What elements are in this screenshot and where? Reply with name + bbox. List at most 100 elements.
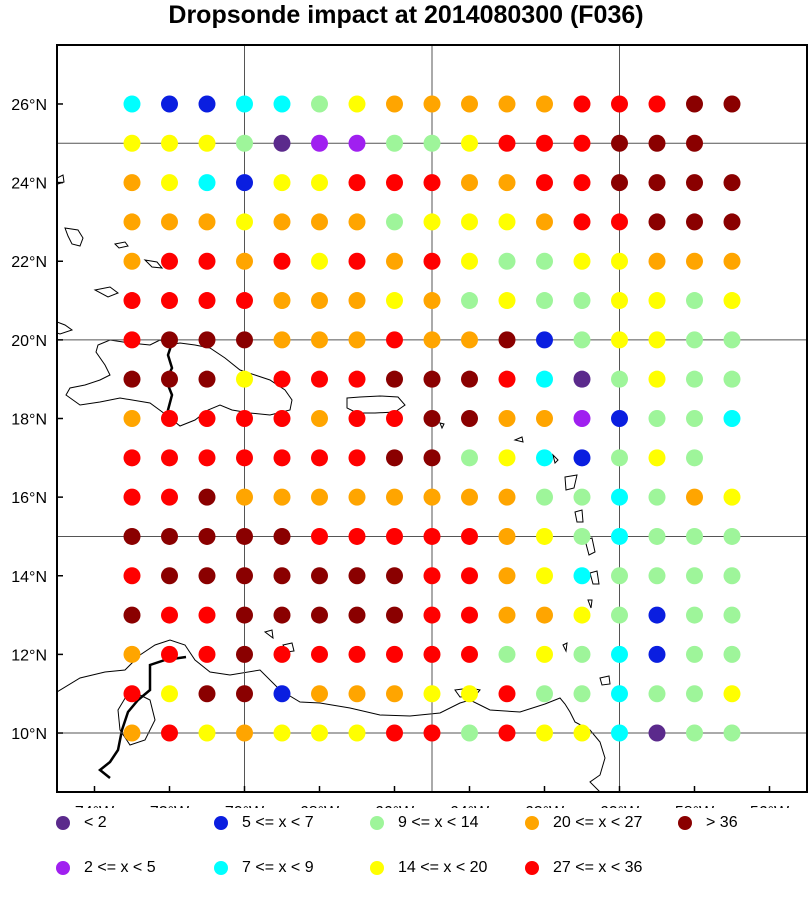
impact-point bbox=[348, 567, 366, 585]
impact-point bbox=[423, 95, 441, 113]
impact-point bbox=[611, 567, 628, 585]
coastline-cuba bbox=[57, 321, 74, 335]
impact-point bbox=[311, 449, 328, 467]
impact-point bbox=[161, 645, 178, 663]
impact-point bbox=[236, 606, 253, 624]
impact-point bbox=[723, 410, 741, 427]
lon-tick-label: 74°W bbox=[75, 804, 115, 808]
legend-swatch bbox=[214, 861, 228, 875]
impact-point bbox=[348, 645, 366, 663]
impact-point bbox=[536, 606, 553, 624]
impact-point bbox=[236, 724, 253, 742]
legend-label: 20 <= x < 27 bbox=[553, 814, 643, 831]
impact-point bbox=[648, 174, 666, 192]
impact-point bbox=[386, 527, 403, 545]
impact-point bbox=[236, 645, 253, 663]
impact-point bbox=[573, 174, 591, 192]
impact-point bbox=[236, 331, 253, 349]
impact-point bbox=[461, 410, 478, 427]
impact-point bbox=[386, 95, 403, 113]
impact-point bbox=[611, 488, 628, 506]
impact-point bbox=[386, 331, 403, 349]
legend-swatch bbox=[525, 816, 539, 830]
legend-label: 5 <= x < 7 bbox=[242, 814, 314, 831]
impact-point bbox=[498, 370, 516, 388]
impact-point bbox=[498, 134, 516, 152]
impact-point bbox=[273, 724, 291, 742]
impact-point bbox=[536, 95, 553, 113]
impact-point bbox=[723, 567, 741, 585]
impact-point bbox=[536, 370, 553, 388]
impact-point bbox=[311, 134, 328, 152]
impact-point bbox=[236, 449, 253, 467]
impact-point bbox=[123, 252, 141, 270]
impact-point bbox=[161, 488, 178, 506]
impact-point bbox=[161, 134, 178, 152]
lat-tick-label: 24°N bbox=[11, 176, 47, 193]
legend-item: < 2 bbox=[56, 814, 107, 832]
impact-point bbox=[611, 370, 628, 388]
impact-point bbox=[686, 252, 703, 270]
impact-point bbox=[536, 213, 553, 231]
impact-point bbox=[498, 449, 516, 467]
impact-point bbox=[386, 488, 403, 506]
impact-point bbox=[723, 252, 741, 270]
coastline-antilles-7 bbox=[587, 599, 593, 609]
impact-point bbox=[311, 95, 328, 113]
impact-point bbox=[423, 567, 441, 585]
impact-point bbox=[648, 645, 666, 663]
lon-tick-label: 60°W bbox=[600, 804, 640, 808]
legend-label: 27 <= x < 36 bbox=[553, 859, 643, 876]
impact-point bbox=[348, 292, 366, 310]
impact-point bbox=[461, 645, 478, 663]
legend-swatch bbox=[678, 816, 692, 830]
impact-point bbox=[423, 331, 441, 349]
impact-point bbox=[723, 95, 741, 113]
impact-point bbox=[536, 134, 553, 152]
impact-point bbox=[461, 567, 478, 585]
impact-point bbox=[348, 134, 366, 152]
impact-point bbox=[123, 645, 141, 663]
impact-point bbox=[273, 370, 291, 388]
impact-point bbox=[498, 567, 516, 585]
impact-point bbox=[386, 370, 403, 388]
coastline-antilles-4 bbox=[574, 509, 584, 523]
impact-point bbox=[686, 410, 703, 427]
legend-item: 7 <= x < 9 bbox=[214, 859, 314, 877]
impact-points bbox=[123, 95, 741, 742]
impact-point bbox=[686, 645, 703, 663]
impact-point bbox=[723, 370, 741, 388]
impact-point bbox=[198, 174, 216, 192]
impact-point bbox=[236, 370, 253, 388]
lon-tick-label: 58°W bbox=[675, 804, 715, 808]
impact-point bbox=[648, 292, 666, 310]
impact-point bbox=[311, 724, 328, 742]
impact-point bbox=[386, 645, 403, 663]
impact-point bbox=[498, 724, 516, 742]
impact-point bbox=[536, 252, 553, 270]
impact-point bbox=[236, 252, 253, 270]
impact-point bbox=[273, 567, 291, 585]
lat-tick-label: 18°N bbox=[11, 412, 47, 429]
impact-point bbox=[498, 174, 516, 192]
impact-point bbox=[611, 724, 628, 742]
impact-point bbox=[161, 252, 178, 270]
lat-tick-label: 16°N bbox=[11, 490, 47, 507]
impact-point bbox=[161, 724, 178, 742]
impact-point bbox=[461, 449, 478, 467]
impact-point bbox=[311, 567, 328, 585]
legend-label: > 36 bbox=[706, 814, 738, 831]
impact-point bbox=[648, 370, 666, 388]
map-figure: 74°W 72°W 70°W 68°W 66°W 64°W 62°W 60°W 58°W 56°W… bbox=[11, 44, 808, 808]
impact-point bbox=[348, 174, 366, 192]
impact-point bbox=[386, 174, 403, 192]
impact-point bbox=[123, 567, 141, 585]
impact-point bbox=[686, 724, 703, 742]
lat-tick-label: 20°N bbox=[11, 333, 47, 350]
impact-point bbox=[573, 724, 591, 742]
impact-point bbox=[461, 292, 478, 310]
impact-point bbox=[723, 527, 741, 545]
impact-point bbox=[161, 567, 178, 585]
impact-point bbox=[723, 213, 741, 231]
impact-point bbox=[198, 685, 216, 703]
